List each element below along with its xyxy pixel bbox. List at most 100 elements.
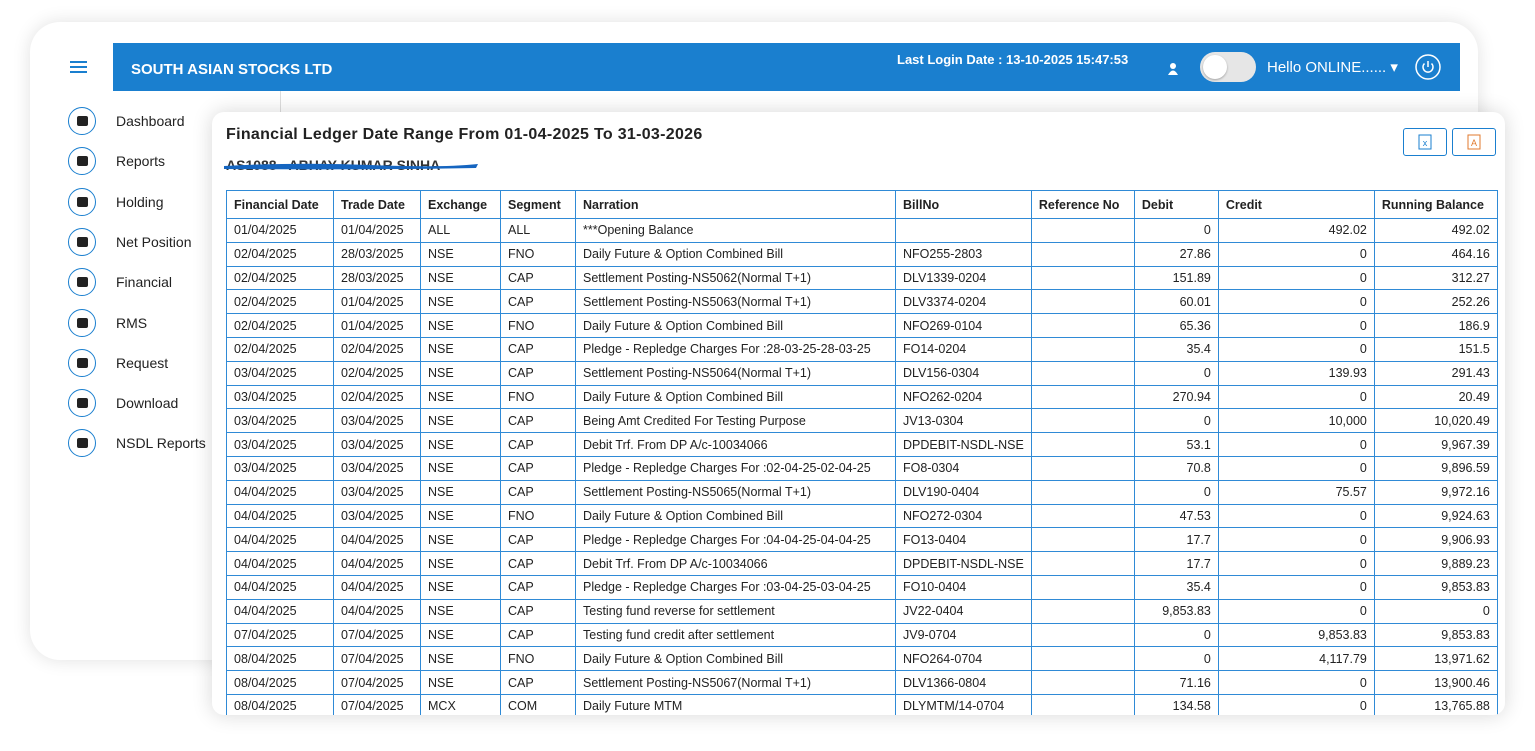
table-cell: FNO (500, 313, 576, 338)
table-row: 01/04/2025 01/04/2025 ALL ALL ***Opening Bal… (226, 218, 1498, 243)
excel-export[interactable]: x (1403, 128, 1447, 156)
table-cell: 151.89 (1133, 265, 1219, 291)
table-cell (1030, 265, 1135, 291)
divider (280, 91, 281, 121)
table-cell: 04/04/2025 (333, 527, 421, 553)
table-cell: 0 (1133, 622, 1219, 648)
table-row: 04/04/2025 04/04/2025 NSE CAP Pledge - Reple… (226, 574, 1498, 600)
column-header: Trade Date (333, 190, 421, 219)
table-cell: Testing fund credit after settlement (575, 622, 896, 648)
table-cell: 04/04/2025 (226, 574, 334, 600)
table-cell: Daily Future MTM (575, 693, 896, 715)
table-row: 03/04/2025 03/04/2025 NSE CAP Being Amt Cred… (226, 408, 1498, 434)
sidebar-item[interactable]: Reports (68, 146, 165, 176)
sidebar-icon (68, 107, 96, 135)
table-cell: Settlement Posting-NS5065(Normal T+1) (575, 479, 896, 505)
sidebar-item[interactable]: NSDL Reports (68, 428, 206, 458)
table-cell: 151.5 (1373, 336, 1498, 362)
table-cell (1030, 432, 1135, 457)
table-cell: 9,906.93 (1373, 527, 1498, 553)
table-cell (1030, 289, 1135, 315)
table-cell: 13,971.62 (1373, 646, 1498, 672)
table-cell: 07/04/2025 (226, 622, 334, 648)
table-cell: 65.36 (1133, 313, 1219, 338)
pdf-export[interactable]: A (1452, 128, 1496, 156)
table-cell: CAP (500, 574, 576, 600)
table-cell: 0 (1217, 670, 1375, 695)
table-cell: Pledge - Repledge Charges For :03-04-25-… (575, 574, 896, 600)
icon-glyph (76, 236, 88, 247)
table-cell (1030, 455, 1135, 481)
table-cell (1030, 241, 1135, 267)
table-cell: NSE (420, 336, 501, 362)
table-cell: 03/04/2025 (226, 384, 334, 410)
sidebar-label: RMS (116, 314, 148, 331)
table-row: 04/04/2025 03/04/2025 NSE FNO Daily Future &… (226, 503, 1498, 529)
toggle[interactable] (1200, 52, 1256, 82)
table-cell: CAP (500, 670, 576, 695)
table-cell: 0 (1217, 313, 1375, 338)
table-cell: 04/04/2025 (226, 551, 334, 576)
table-cell: NFO272-0304 (895, 503, 1032, 529)
table-cell: 0 (1217, 693, 1375, 715)
table-cell: 02/04/2025 (333, 336, 421, 362)
table-cell: NSE (420, 289, 501, 315)
sidebar-item[interactable]: Holding (68, 187, 163, 217)
table-cell: FO10-0404 (895, 574, 1032, 600)
table-cell (1030, 551, 1135, 576)
table-cell: NSE (420, 503, 501, 529)
table-cell: 9,853.83 (1217, 622, 1375, 648)
menu-button[interactable] (68, 60, 90, 76)
company-name: SOUTH ASIAN STOCKS LTD (131, 61, 333, 78)
table-cell: Pledge - Repledge Charges For :04-04-25-… (575, 527, 896, 553)
sidebar-icon (68, 147, 96, 176)
table-cell: CAP (500, 455, 576, 481)
table-cell: 0 (1217, 551, 1375, 576)
table-row: 04/04/2025 04/04/2025 NSE CAP Debit Trf. Fro… (226, 551, 1498, 576)
table-cell: NSE (420, 527, 501, 553)
table-cell: Settlement Posting-NS5064(Normal T+1) (575, 360, 896, 386)
table-cell: 9,972.16 (1373, 479, 1498, 505)
table-cell: 02/04/2025 (226, 241, 334, 267)
table-cell: 35.4 (1133, 336, 1219, 362)
table-cell: 04/04/2025 (333, 551, 421, 576)
table-row: 04/04/2025 04/04/2025 NSE CAP Pledge - Reple… (226, 527, 1498, 553)
sidebar-item[interactable]: Dashboard (68, 106, 185, 136)
table-cell: FO8-0304 (895, 455, 1032, 481)
table-cell: 60.01 (1133, 289, 1219, 315)
table-cell (1030, 646, 1135, 672)
table-cell: 0 (1217, 455, 1375, 481)
table-cell (1030, 693, 1135, 715)
table-cell: 0 (1133, 408, 1219, 434)
table-cell: 02/04/2025 (226, 313, 334, 338)
sidebar-item[interactable]: Download (68, 388, 178, 418)
table-cell: 07/04/2025 (333, 646, 421, 672)
table-cell: 71.16 (1133, 670, 1219, 695)
table-cell: Daily Future & Option Combined Bill (575, 384, 896, 410)
table-row: 07/04/2025 07/04/2025 NSE CAP Testing fund c… (226, 622, 1498, 648)
user-menu[interactable]: Hello ONLINE...... ▾ (1267, 59, 1398, 76)
sidebar-item[interactable]: Financial (68, 267, 172, 297)
column-header: Reference No (1030, 190, 1135, 219)
sidebar-item[interactable]: Net Position (68, 227, 191, 257)
table-cell: Daily Future & Option Combined Bill (575, 503, 896, 529)
table-cell: 0 (1217, 432, 1375, 457)
table-cell: 03/04/2025 (333, 408, 421, 434)
sidebar-item[interactable]: RMS (68, 308, 147, 338)
table-cell: 03/04/2025 (226, 455, 334, 481)
table-cell: 17.7 (1133, 551, 1219, 576)
table-cell: 0 (1217, 574, 1375, 600)
table-cell: 02/04/2025 (333, 384, 421, 410)
table-cell: FNO (500, 241, 576, 267)
sidebar-label: Holding (116, 193, 164, 210)
table-cell (1030, 408, 1135, 434)
column-header: Narration (575, 190, 896, 219)
icon-glyph (76, 277, 88, 288)
sidebar-item[interactable]: Request (68, 348, 168, 378)
logout-button[interactable] (1415, 54, 1441, 80)
table-cell: 0 (1217, 265, 1375, 291)
table-row: 02/04/2025 28/03/2025 NSE FNO Daily Future &… (226, 241, 1498, 267)
table-cell: Being Amt Credited For Testing Purpose (575, 408, 896, 434)
table-cell: 04/04/2025 (226, 503, 334, 529)
